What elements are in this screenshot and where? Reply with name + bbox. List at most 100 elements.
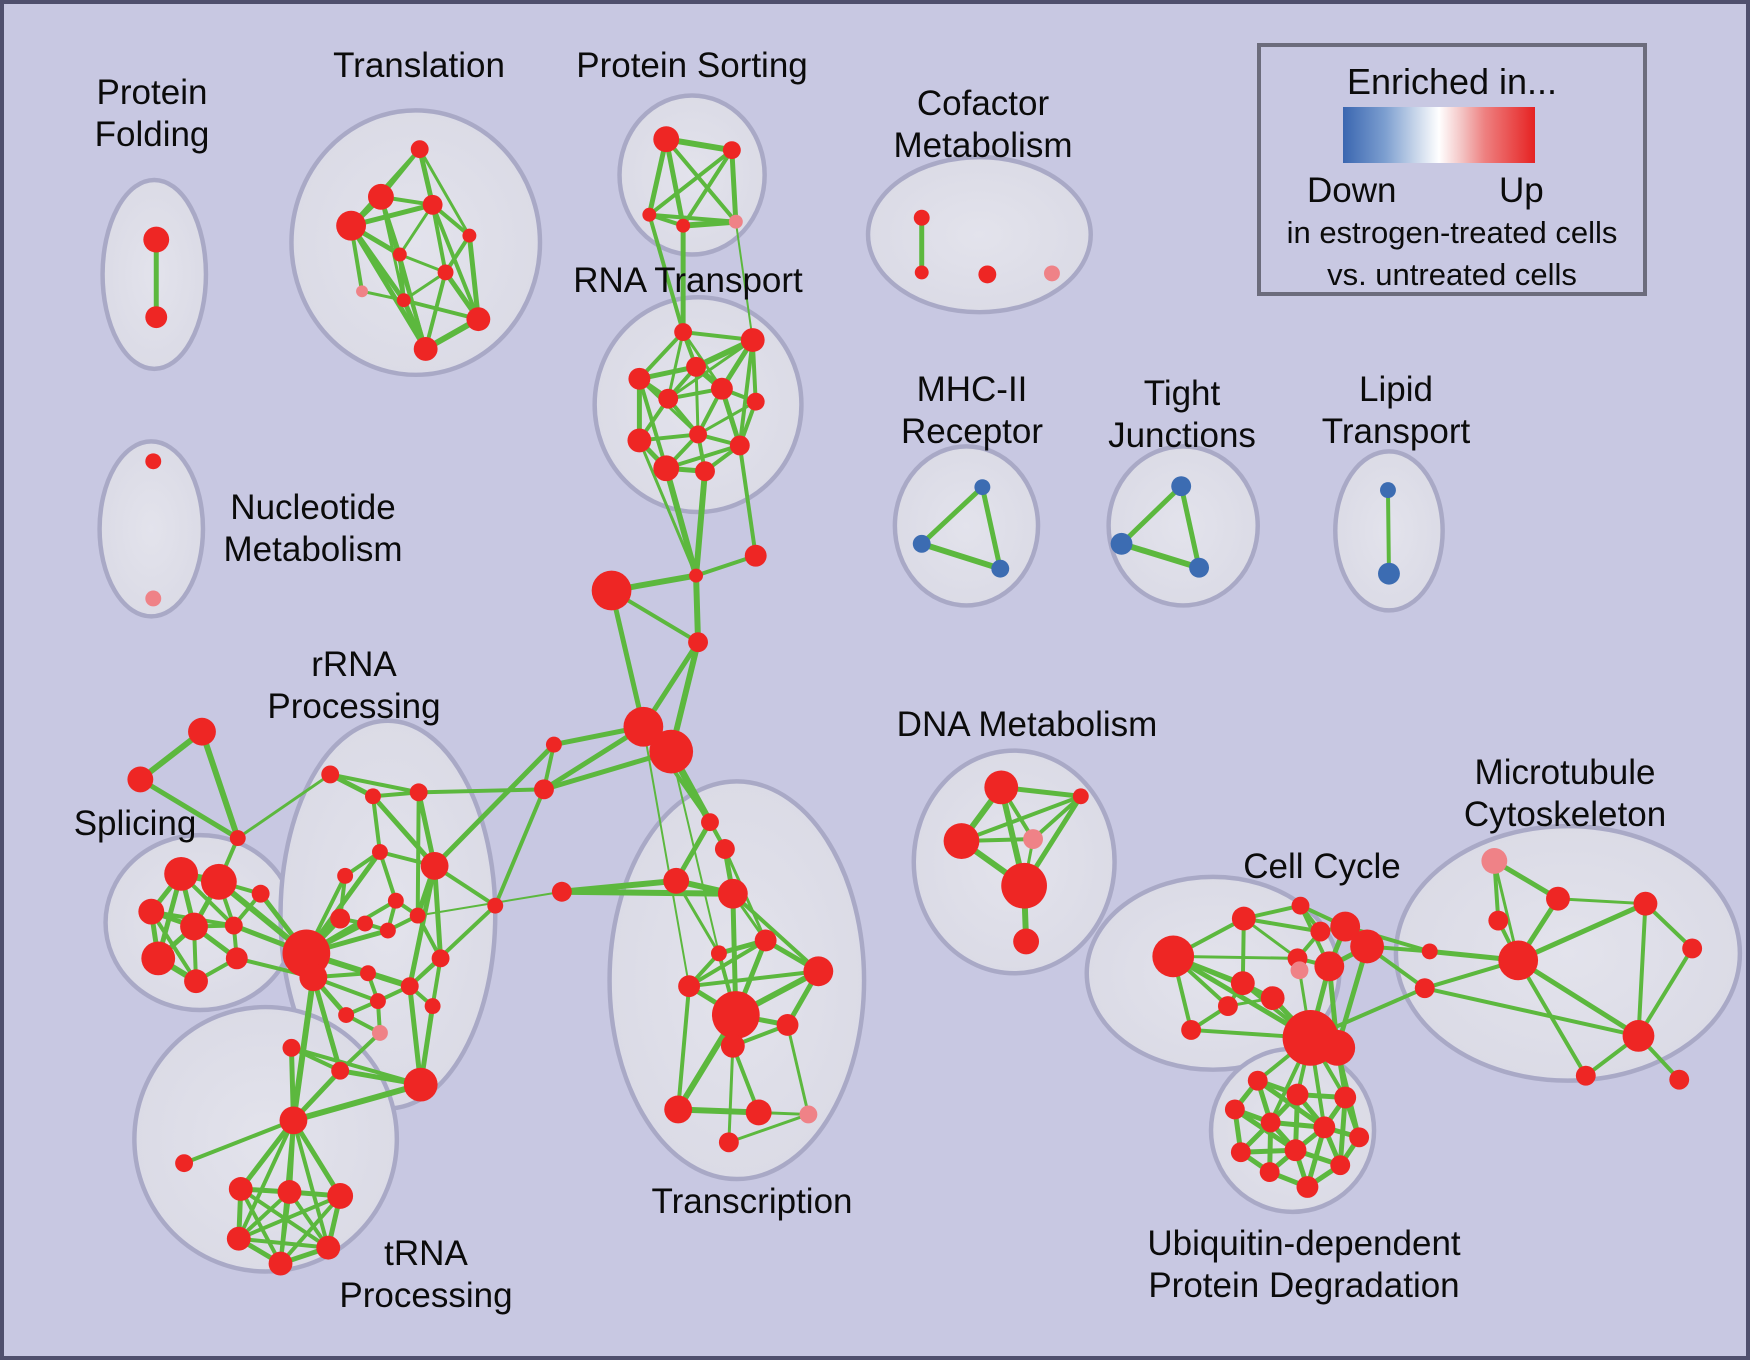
node-trna-processing-4[interactable] xyxy=(327,1183,354,1209)
node-cell-cycle-15[interactable] xyxy=(1421,943,1438,960)
node-connectors-4[interactable] xyxy=(623,706,664,747)
node-rna-transport-9[interactable] xyxy=(729,435,750,456)
node-cell-cycle-2[interactable] xyxy=(1291,896,1310,915)
node-microtubule-cytoskeleton-2[interactable] xyxy=(1488,910,1509,931)
node-tight-junctions-0[interactable] xyxy=(1171,476,1192,497)
node-trna-processing-5[interactable] xyxy=(226,1226,251,1251)
node-nucleotide-metabolism-1[interactable] xyxy=(145,590,162,607)
node-translation-6[interactable] xyxy=(437,264,454,281)
node-mhc-ii-receptor-2[interactable] xyxy=(991,559,1010,578)
node-trna-processing-3[interactable] xyxy=(277,1180,302,1204)
node-transcription-0[interactable] xyxy=(663,867,690,894)
node-rna-transport-0[interactable] xyxy=(674,323,693,342)
node-rrna-processing-15[interactable] xyxy=(424,998,441,1015)
node-nucleotide-metabolism-0[interactable] xyxy=(145,453,162,470)
node-mhc-ii-receptor-0[interactable] xyxy=(974,479,991,496)
node-trna-processing-7[interactable] xyxy=(268,1251,293,1276)
node-dna-metabolism-2[interactable] xyxy=(943,823,980,859)
node-tight-junctions-2[interactable] xyxy=(1189,557,1210,578)
node-translation-2[interactable] xyxy=(422,194,443,215)
node-rrna-processing-4[interactable] xyxy=(337,867,354,884)
node-rna-transport-11[interactable] xyxy=(695,461,715,482)
node-ubiquitin-degradation-8[interactable] xyxy=(1284,1139,1307,1162)
node-rrna-processing-0[interactable] xyxy=(321,765,340,784)
node-rrna-processing-16[interactable] xyxy=(338,1007,355,1023)
node-translation-9[interactable] xyxy=(466,307,491,332)
node-rna-transport-10[interactable] xyxy=(653,455,680,482)
node-translation-1[interactable] xyxy=(368,183,394,210)
node-cell-cycle-5[interactable] xyxy=(1310,921,1331,942)
node-microtubule-cytoskeleton-8[interactable] xyxy=(1669,1069,1690,1090)
node-translation-7[interactable] xyxy=(356,285,368,298)
node-protein-sorting-0[interactable] xyxy=(653,126,680,153)
node-cell-cycle-9[interactable] xyxy=(1181,1019,1202,1040)
node-translation-3[interactable] xyxy=(336,210,367,241)
node-rrna-processing-23[interactable] xyxy=(487,897,504,914)
node-lipid-transport-0[interactable] xyxy=(1380,482,1396,499)
node-protein-sorting-4[interactable] xyxy=(728,214,743,229)
node-splicing-0[interactable] xyxy=(188,717,216,746)
node-transcription-13[interactable] xyxy=(799,1105,818,1124)
node-ubiquitin-degradation-5[interactable] xyxy=(1313,1116,1336,1139)
node-rrna-processing-18[interactable] xyxy=(282,1038,301,1057)
node-connectors-0[interactable] xyxy=(689,568,704,583)
node-rrna-processing-19[interactable] xyxy=(331,1061,350,1080)
node-translation-0[interactable] xyxy=(410,140,429,159)
node-rrna-processing-17[interactable] xyxy=(371,1024,388,1041)
node-splicing-5[interactable] xyxy=(138,898,165,925)
node-ubiquitin-degradation-0[interactable] xyxy=(1247,1070,1268,1091)
node-splicing-1[interactable] xyxy=(127,766,154,793)
node-ubiquitin-degradation-10[interactable] xyxy=(1259,1162,1280,1183)
node-translation-5[interactable] xyxy=(392,247,407,262)
node-protein-sorting-3[interactable] xyxy=(676,218,691,233)
node-transcription-7[interactable] xyxy=(803,956,834,987)
node-transcription-12[interactable] xyxy=(745,1099,772,1126)
node-cell-cycle-3[interactable] xyxy=(1330,911,1361,942)
node-splicing-3[interactable] xyxy=(164,856,199,891)
node-splicing-8[interactable] xyxy=(141,941,176,976)
node-trna-processing-1[interactable] xyxy=(175,1154,194,1173)
node-rna-transport-6[interactable] xyxy=(746,392,765,411)
node-rrna-processing-1[interactable] xyxy=(365,788,381,805)
node-ubiquitin-degradation-9[interactable] xyxy=(1330,1155,1351,1176)
node-cell-cycle-11[interactable] xyxy=(1260,986,1285,1011)
node-transcription-1[interactable] xyxy=(717,878,748,909)
node-cell-cycle-14[interactable] xyxy=(1319,1029,1356,1066)
node-rna-transport-1[interactable] xyxy=(740,328,765,352)
node-rrna-processing-8[interactable] xyxy=(357,915,373,932)
node-protein-sorting-2[interactable] xyxy=(642,207,657,222)
node-rrna-processing-20[interactable] xyxy=(403,1067,438,1102)
node-dna-metabolism-1[interactable] xyxy=(1072,788,1089,805)
node-trna-processing-0[interactable] xyxy=(279,1106,308,1135)
node-cell-cycle-12[interactable] xyxy=(1217,996,1238,1017)
node-rna-transport-5[interactable] xyxy=(658,388,679,409)
node-ubiquitin-degradation-6[interactable] xyxy=(1349,1127,1370,1148)
node-rrna-processing-3[interactable] xyxy=(371,844,388,860)
node-translation-8[interactable] xyxy=(396,293,411,308)
node-microtubule-cytoskeleton-0[interactable] xyxy=(1481,848,1508,874)
node-protein-folding-1[interactable] xyxy=(145,306,168,329)
node-transcription-9[interactable] xyxy=(776,1014,799,1036)
node-transcription-14[interactable] xyxy=(718,1132,739,1153)
node-cofactor-metabolism-3[interactable] xyxy=(1044,265,1060,282)
node-rrna-processing-5[interactable] xyxy=(420,851,449,880)
node-rrna-processing-10[interactable] xyxy=(409,907,426,924)
node-transcription-3[interactable] xyxy=(714,839,735,859)
node-rna-transport-2[interactable] xyxy=(686,356,706,377)
node-rna-transport-8[interactable] xyxy=(627,428,652,453)
node-splicing-6[interactable] xyxy=(180,912,208,941)
node-splicing-9[interactable] xyxy=(184,969,208,994)
node-rrna-processing-9[interactable] xyxy=(379,922,396,939)
node-tight-junctions-1[interactable] xyxy=(1110,532,1133,555)
node-splicing-4[interactable] xyxy=(200,863,237,900)
node-cell-cycle-4[interactable] xyxy=(1350,929,1384,964)
node-dna-metabolism-0[interactable] xyxy=(984,770,1019,805)
node-connectors-7[interactable] xyxy=(534,779,554,800)
node-ubiquitin-degradation-2[interactable] xyxy=(1334,1086,1357,1109)
node-mhc-ii-receptor-1[interactable] xyxy=(912,534,931,553)
node-rrna-processing-2[interactable] xyxy=(409,783,428,802)
node-transcription-4[interactable] xyxy=(754,929,777,952)
node-transcription-6[interactable] xyxy=(678,975,701,998)
node-translation-10[interactable] xyxy=(413,337,438,361)
node-rrna-processing-12[interactable] xyxy=(360,965,376,982)
